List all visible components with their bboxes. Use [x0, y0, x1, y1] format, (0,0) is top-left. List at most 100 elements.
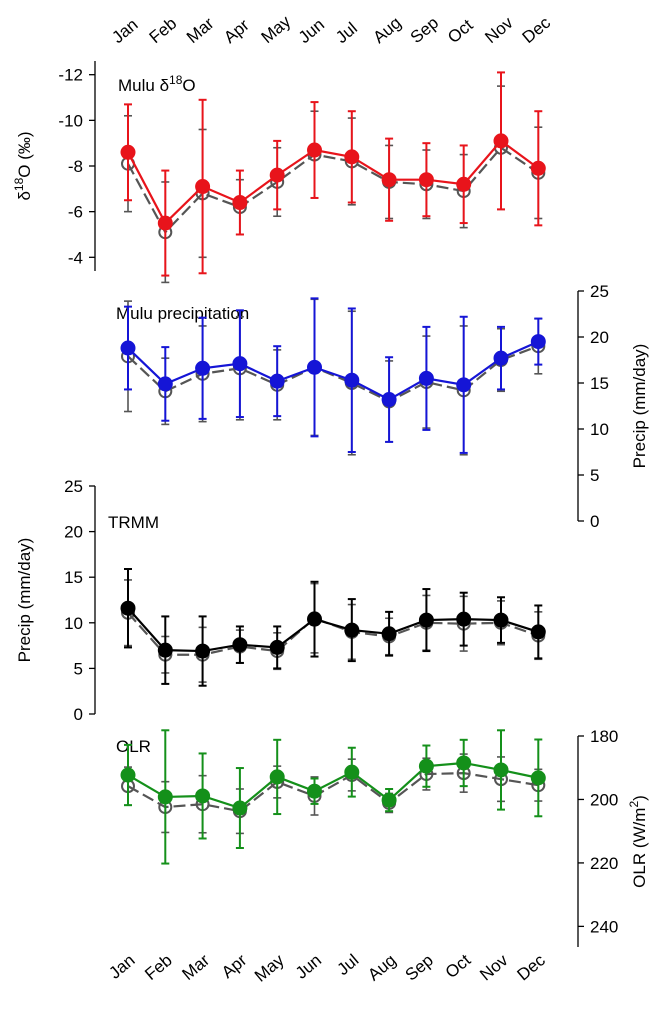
data-point [418, 172, 434, 188]
data-point [418, 758, 434, 774]
y-axis-label: Precip (mm/day) [630, 344, 649, 469]
data-point [232, 195, 248, 211]
data-point [456, 755, 472, 771]
y-tick-label: 10 [64, 614, 83, 633]
y-axis-label-part: ) [630, 795, 649, 801]
data-point [344, 372, 360, 388]
data-point [269, 167, 285, 183]
data-point [269, 373, 285, 389]
data-point [530, 624, 546, 640]
data-point [195, 643, 211, 659]
data-point [530, 770, 546, 786]
y-tick-label: -12 [58, 66, 83, 85]
data-point [157, 376, 173, 392]
y-tick-label: 5 [590, 466, 599, 485]
y-tick-label: 20 [590, 328, 609, 347]
x-tick-label: Oct [442, 950, 475, 982]
data-point [344, 149, 360, 165]
y-axis-label-part: Precip (mm/day) [15, 538, 34, 663]
series-line [127, 146, 539, 235]
panel-title-part: 18 [169, 73, 183, 87]
y-tick-label: 20 [64, 523, 83, 542]
y-tick-label: 25 [64, 477, 83, 496]
y-tick-label: -4 [68, 248, 83, 267]
y-tick-label: 240 [590, 917, 618, 936]
data-point [269, 639, 285, 655]
y-axis-label-part: O (‰) [15, 131, 34, 177]
series-line [127, 340, 539, 401]
data-point [344, 764, 360, 780]
y-axis-label: δ18O (‰) [12, 131, 34, 200]
x-tick-label: May [251, 950, 288, 986]
x-tick-label: Mar [179, 950, 214, 984]
data-point [232, 637, 248, 653]
x-tick-label: Apr [218, 950, 251, 982]
x-tick-label: Nov [481, 13, 517, 47]
data-point [307, 611, 322, 627]
data-point [418, 370, 434, 386]
x-tick-label: Jan [108, 15, 141, 47]
data-point [456, 176, 472, 192]
data-point [307, 783, 322, 799]
data-point [120, 600, 136, 616]
data-point [493, 133, 509, 149]
data-point [381, 792, 397, 808]
panel-title: TRMM [108, 513, 159, 532]
y-tick-label: -6 [68, 203, 83, 222]
y-tick-label: 5 [74, 659, 83, 678]
x-tick-label: Jul [334, 951, 363, 980]
y-tick-label: 15 [64, 568, 83, 587]
data-point [157, 215, 173, 231]
panel-title-part: O [182, 76, 195, 95]
data-point [307, 142, 322, 158]
data-point [232, 800, 248, 816]
x-tick-label: Sep [402, 951, 437, 985]
y-tick-label: 15 [590, 374, 609, 393]
data-point [269, 769, 285, 785]
y-tick-label: 200 [590, 790, 618, 809]
panel-title-part: Mulu δ [118, 76, 169, 95]
data-point [307, 359, 322, 375]
y-tick-label: 25 [590, 282, 609, 301]
x-tick-label: Dec [519, 13, 555, 47]
y-axis-label: Precip (mm/day) [15, 538, 34, 663]
data-point [493, 762, 509, 778]
y-axis-label-part: δ [15, 191, 34, 200]
series-line [127, 607, 539, 653]
y-axis-label-part: Precip (mm/day) [630, 344, 649, 469]
data-point [157, 642, 173, 658]
x-tick-label: Nov [476, 950, 512, 984]
series-line [127, 772, 539, 813]
x-tick-label: Feb [146, 14, 181, 47]
x-tick-label: Sep [407, 13, 442, 47]
data-point [530, 160, 546, 176]
panel-title-part: Mulu precipitation [116, 304, 249, 323]
data-point [530, 334, 546, 350]
y-tick-label: -8 [68, 157, 83, 176]
panel-title-part: TRMM [108, 513, 159, 532]
y-tick-label: 0 [590, 512, 599, 531]
x-tick-label: Aug [364, 951, 399, 985]
series-line [127, 139, 539, 225]
data-point [381, 392, 397, 408]
x-tick-label: Mar [183, 13, 218, 47]
y-tick-label: 10 [590, 420, 609, 439]
y-tick-label: -10 [58, 111, 83, 130]
x-tick-label: May [258, 12, 295, 48]
data-point [493, 350, 509, 366]
data-point [344, 622, 360, 638]
data-point [381, 626, 397, 642]
panel-title-part: OLR [116, 737, 151, 756]
data-point [120, 340, 136, 356]
data-point [456, 611, 472, 627]
panel-title: OLR [116, 737, 151, 756]
x-tick-label: Oct [444, 15, 477, 47]
data-point [120, 144, 136, 160]
x-tick-label: Jan [105, 951, 138, 983]
y-axis-label-part: 18 [12, 177, 26, 191]
data-point [418, 612, 434, 628]
x-tick-label: Jul [332, 19, 361, 48]
x-tick-label: Feb [141, 951, 176, 984]
